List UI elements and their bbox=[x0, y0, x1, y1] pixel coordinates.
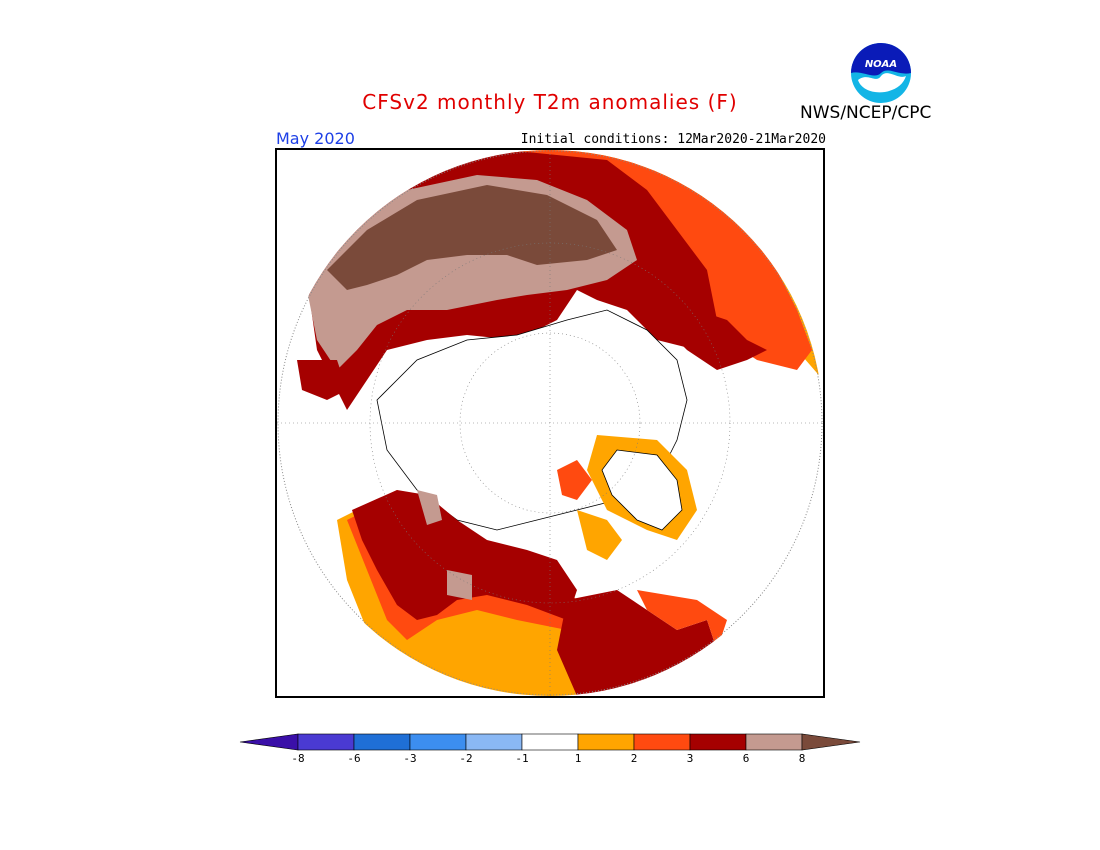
anom-namerica-lightbrown-2 bbox=[447, 570, 472, 600]
colorbar-box bbox=[633, 733, 691, 751]
anom-eurasia-brown bbox=[327, 185, 617, 290]
colorbar-arrow-left bbox=[239, 733, 299, 751]
anom-europe-darkred bbox=[657, 310, 767, 370]
logo-text: NOAA bbox=[865, 59, 897, 70]
colorbar-box bbox=[297, 733, 355, 751]
anom-alaska-darkred bbox=[297, 360, 347, 400]
colorbar-box bbox=[353, 733, 411, 751]
colorbar-tick-label: -1 bbox=[515, 752, 529, 765]
colorbar-box bbox=[745, 733, 803, 751]
colorbar-tick-label: -6 bbox=[347, 752, 361, 765]
greenland-interior bbox=[601, 449, 683, 531]
anom-canada-redorange bbox=[637, 590, 727, 650]
colorbar-tick-label: -8 bbox=[291, 752, 305, 765]
forecast-month: May 2020 bbox=[276, 129, 355, 148]
colorbar-tick-label: 6 bbox=[742, 752, 750, 765]
noaa-logo: NOAA bbox=[850, 42, 912, 104]
chart-title: CFSv2 monthly T2m anomalies (F) bbox=[362, 90, 738, 114]
colorbar-tick-label: 3 bbox=[686, 752, 694, 765]
agency-label: NWS/NCEP/CPC bbox=[800, 103, 932, 123]
colorbar-box bbox=[465, 733, 523, 751]
polar-map bbox=[277, 150, 823, 696]
colorbar-box bbox=[577, 733, 635, 751]
colorbar-arrow-right bbox=[801, 733, 861, 751]
colorbar-tick-label: 2 bbox=[630, 752, 638, 765]
anom-namerica-lightbrown bbox=[417, 490, 442, 525]
colorbar-box bbox=[409, 733, 467, 751]
colorbar-tick-label: -3 bbox=[403, 752, 417, 765]
colorbar-tick-label: -2 bbox=[459, 752, 473, 765]
initial-conditions: Initial conditions: 12Mar2020-21Mar2020 bbox=[520, 132, 826, 147]
colorbar-box bbox=[689, 733, 747, 751]
anom-arctic-islands-2 bbox=[577, 510, 622, 560]
map-frame bbox=[275, 148, 825, 698]
colorbar-tick-label: 1 bbox=[574, 752, 582, 765]
colorbar bbox=[239, 733, 861, 751]
anom-arctic-islands bbox=[557, 460, 592, 500]
anom-namerica-darkred bbox=[352, 490, 577, 620]
colorbar-box bbox=[521, 733, 579, 751]
colorbar-tick-label: 8 bbox=[798, 752, 806, 765]
